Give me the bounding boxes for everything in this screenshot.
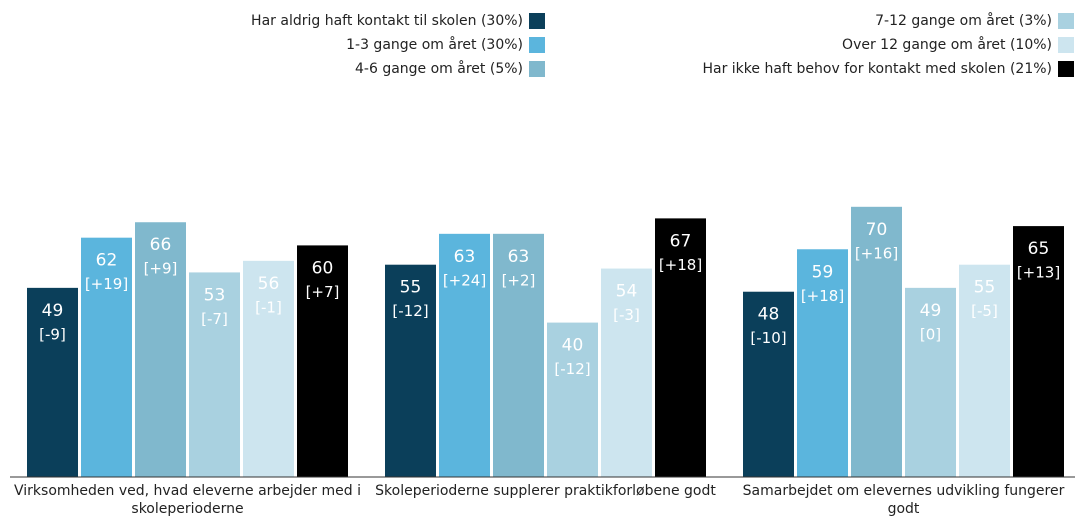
value-label: 54 [616, 282, 638, 302]
bar [601, 268, 652, 477]
diff-label: [-5] [971, 302, 998, 320]
legend-label: 4-6 gange om året (5%) [355, 60, 523, 77]
value-label: 63 [454, 247, 476, 267]
bar [797, 249, 848, 477]
value-label: 53 [204, 285, 226, 305]
diff-label: [+24] [443, 271, 486, 289]
diff-label: [-12] [554, 360, 590, 378]
bar [439, 233, 490, 477]
bar [243, 260, 294, 477]
legend-label: 7-12 gange om året (3%) [875, 12, 1052, 29]
diff-label: [-12] [392, 302, 428, 320]
diff-label: [+16] [855, 244, 898, 262]
diff-label: [+9] [144, 260, 178, 278]
value-label: 63 [508, 247, 530, 267]
diff-label: [+19] [85, 275, 128, 293]
bar [905, 287, 956, 477]
value-label: 48 [758, 305, 780, 325]
value-label: 40 [562, 336, 584, 356]
bar [655, 218, 706, 477]
legend-label: Har ikke haft behov for kontakt med skol… [702, 61, 1052, 77]
bar [81, 237, 132, 477]
legend-label: Over 12 gange om året (10%) [842, 36, 1052, 53]
bar [851, 206, 902, 478]
value-label: 65 [1028, 239, 1050, 259]
category-label: Samarbejdet om elevernes udvikling funge… [742, 483, 1065, 517]
value-label: 62 [96, 251, 118, 271]
legend-swatch [529, 37, 545, 53]
legend-swatch [1058, 61, 1074, 77]
bar [547, 322, 598, 477]
diff-label: [-10] [750, 329, 786, 347]
diff-label: [+13] [1017, 264, 1060, 282]
legend-swatch [1058, 13, 1074, 29]
legend-swatch [529, 61, 545, 77]
diff-label: [+18] [659, 256, 702, 274]
diff-label: [+18] [801, 287, 844, 305]
value-label: 55 [400, 278, 422, 298]
legend-swatch [529, 13, 545, 29]
legend-swatch [1058, 37, 1074, 53]
bar [743, 291, 794, 477]
diff-label: [-1] [255, 298, 282, 316]
value-label: 49 [920, 301, 942, 321]
legend-label: 1-3 gange om året (30%) [346, 36, 523, 53]
value-label: 55 [974, 278, 996, 298]
diff-label: [-3] [613, 306, 640, 324]
value-label: 49 [42, 301, 64, 321]
value-label: 60 [312, 258, 334, 278]
value-label: 70 [866, 220, 888, 240]
legend-label: Har aldrig haft kontakt til skolen (30%) [251, 13, 523, 29]
bar [1013, 226, 1064, 477]
diff-label: [-9] [39, 325, 66, 343]
category-label: Virksomheden ved, hvad eleverne arbejder… [14, 483, 361, 517]
value-label: 56 [258, 274, 280, 294]
bar [27, 287, 78, 477]
category-label: Skoleperioderne supplerer praktikforløbe… [375, 483, 716, 499]
value-label: 59 [812, 262, 834, 282]
bar [297, 245, 348, 477]
value-label: 67 [670, 231, 692, 251]
bar [493, 233, 544, 477]
bar [135, 222, 186, 477]
value-label: 66 [150, 235, 172, 255]
diff-label: [-7] [201, 310, 228, 328]
diff-label: [+2] [502, 271, 536, 289]
bar [189, 272, 240, 477]
diff-label: [0] [920, 325, 941, 343]
bar [385, 264, 436, 477]
bar [959, 264, 1010, 477]
diff-label: [+7] [306, 283, 340, 301]
